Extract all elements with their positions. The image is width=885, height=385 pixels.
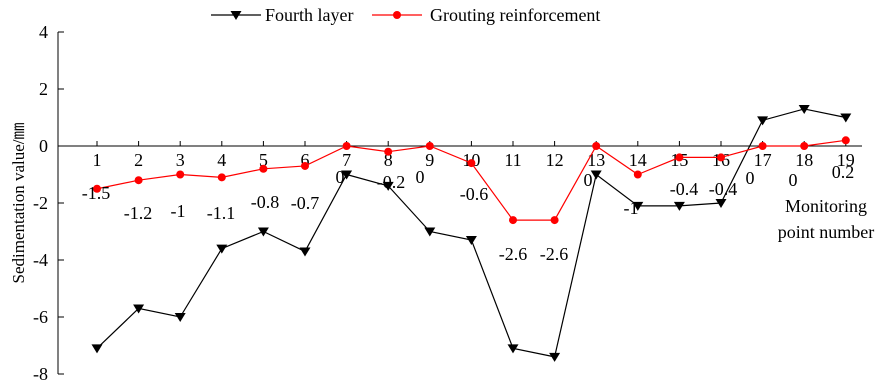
x-tick-label: 1: [93, 150, 102, 170]
grouting-point: [592, 142, 601, 150]
x-tick-label: 9: [425, 150, 434, 170]
y-tick-label: -6: [33, 307, 48, 327]
x-axis-title-line-2: point number: [778, 222, 875, 242]
fourth-layer-point: [91, 344, 103, 354]
chart-series: [91, 104, 852, 362]
data-label: 0: [336, 167, 345, 187]
data-label: -1.2: [124, 203, 153, 223]
data-label: -1: [171, 201, 186, 221]
x-tick-label: 4: [217, 150, 226, 170]
fourth-layer-point: [299, 247, 311, 257]
x-axis-title-line-1: Monitoring: [785, 196, 867, 216]
data-label: 0: [746, 168, 755, 188]
grouting-point: [509, 216, 517, 225]
grouting-point: [134, 176, 143, 185]
grouting-point: [675, 153, 684, 162]
y-tick-label: -8: [33, 364, 48, 384]
x-tick-label: 11: [504, 150, 521, 170]
data-label: -1.1: [207, 203, 236, 223]
fourth-layer-point: [341, 170, 353, 180]
grouting-point: [758, 142, 767, 150]
data-label: 0: [416, 167, 425, 187]
fourth-layer-point: [632, 201, 644, 211]
data-label: -0.6: [460, 184, 489, 204]
y-tick-label: -4: [33, 250, 48, 270]
fourth-layer-point: [798, 104, 810, 114]
grouting-point: [93, 184, 101, 193]
x-tick-label: 19: [837, 150, 855, 170]
fourth-layer-point: [549, 352, 561, 362]
grouting-point: [467, 159, 476, 168]
data-label: 0.2: [832, 162, 855, 182]
grouting-point: [259, 164, 268, 173]
grouting-point: [176, 170, 185, 179]
fourth-layer-point: [715, 199, 727, 208]
data-label: 0: [789, 170, 798, 190]
data-label: -1.5: [82, 183, 111, 203]
legend-marker-circle: [393, 11, 401, 19]
grouting-point: [800, 142, 809, 150]
fourth-layer-point: [840, 113, 852, 123]
data-label: -0.8: [251, 192, 280, 212]
x-tick-label: 13: [587, 150, 605, 170]
grouting-point: [550, 216, 559, 225]
data-label: -0.4: [709, 179, 738, 199]
grouting-point: [425, 142, 434, 150]
legend-marker-triangle: [230, 11, 242, 20]
data-label: -0.7: [291, 193, 320, 213]
legend-label-grouting: Grouting reinforcement: [430, 5, 600, 25]
x-tick-label: 5: [259, 150, 268, 170]
fourth-layer-point: [257, 227, 269, 237]
fourth-layer-point: [174, 313, 186, 322]
data-label: -2.6: [499, 244, 528, 264]
x-tick-label: 2: [134, 150, 143, 170]
grouting-point: [717, 153, 725, 162]
grouting-point: [301, 161, 309, 170]
fourth-layer-point: [507, 344, 519, 354]
legend-label-fourth-layer: Fourth layer: [265, 5, 353, 25]
fourth-layer-point: [590, 170, 602, 180]
x-tick-label: 8: [384, 150, 393, 170]
chart-legend: Fourth layer Grouting reinforcement: [211, 5, 600, 25]
x-tick-label: 14: [629, 150, 647, 170]
fourth-layer-point: [133, 304, 145, 314]
grouting-point: [384, 147, 393, 156]
grouting-point: [633, 170, 642, 179]
x-tick-label: 12: [546, 150, 564, 170]
chart-data-labels: -1.5 -1.2 -1 -1.1 -0.8 -0.7 0 -0.2 0 -0.6 -2.6 -2.6…: [82, 162, 855, 264]
y-tick-label: 4: [39, 22, 48, 42]
y-tick-label: 0: [39, 136, 48, 156]
fourth-layer-point: [673, 201, 685, 211]
fourth-layer-point: [382, 181, 394, 191]
data-label: -0.4: [670, 179, 699, 199]
x-tick-label: 3: [176, 150, 185, 170]
x-tick-label: 18: [795, 150, 813, 170]
grouting-point: [342, 142, 351, 150]
fourth-layer-point: [424, 227, 436, 237]
fourth-layer-point: [757, 116, 769, 126]
data-label: -2.6: [540, 244, 569, 264]
grouting-point: [217, 173, 226, 182]
x-tick-label: 7: [342, 150, 351, 170]
y-tick-label: -2: [33, 193, 48, 213]
fourth-layer-point: [216, 244, 228, 254]
x-tick-label: 6: [301, 150, 310, 170]
data-label: -1: [624, 198, 639, 218]
data-label: 0: [584, 170, 593, 190]
x-tick-label: 17: [754, 150, 772, 170]
y-tick-label: 2: [39, 79, 48, 99]
y-axis-title: Sedimentation value/㎜: [9, 123, 28, 284]
fourth-layer-point: [465, 236, 477, 246]
grouting-point: [841, 136, 850, 145]
data-label: -0.2: [377, 172, 406, 192]
